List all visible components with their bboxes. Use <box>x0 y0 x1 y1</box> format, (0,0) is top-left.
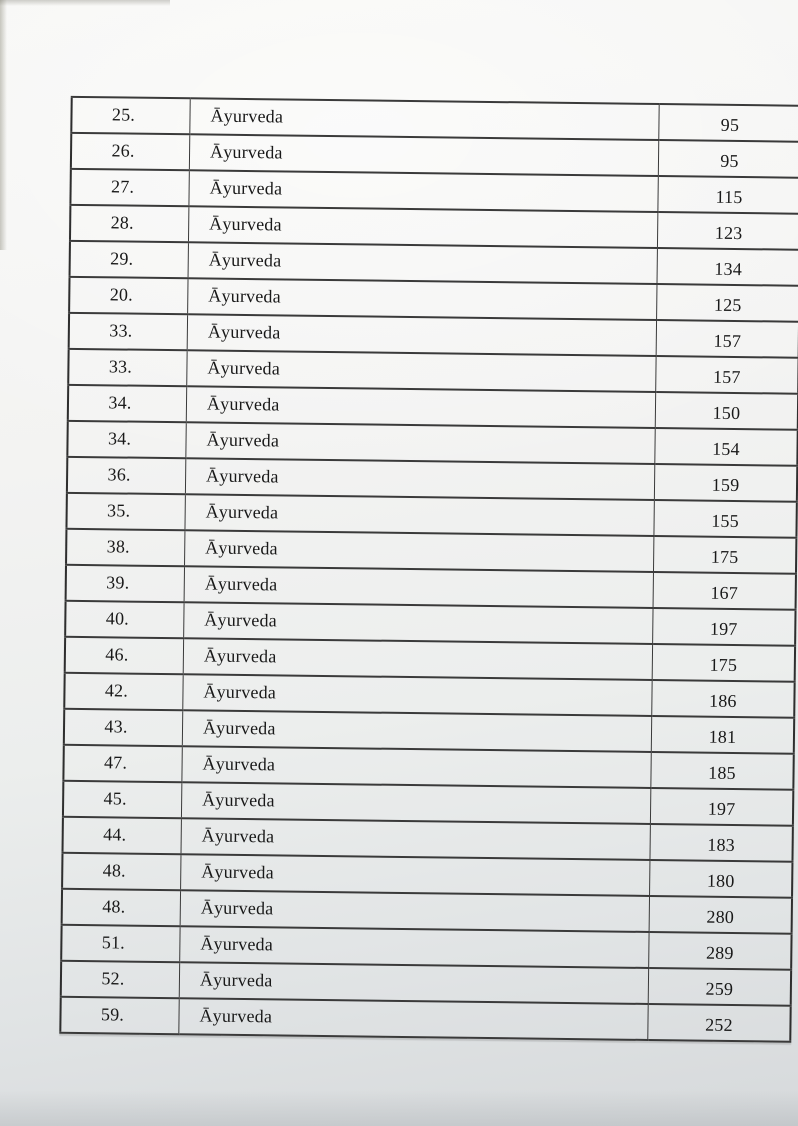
value-cell: 175 <box>652 643 796 682</box>
row-number-cell: 35. <box>66 492 186 531</box>
row-number-cell: 51. <box>61 924 181 963</box>
row-number-cell: 44. <box>62 816 182 855</box>
subject-cell: Āyurveda <box>179 926 650 968</box>
value-cell: 157 <box>656 320 798 358</box>
value-cell: 134 <box>657 248 798 286</box>
value-cell: 154 <box>654 428 798 466</box>
subject-cell: Āyurveda <box>184 530 654 572</box>
ayurveda-marks-table: 25. Āyurveda 95 26. Āyurveda 95 27. Āyurveda 115… <box>59 95 798 1043</box>
row-number-cell: 34. <box>67 420 187 459</box>
subject-cell: Āyurveda <box>189 134 659 177</box>
row-number-cell: 48. <box>61 888 181 927</box>
value-cell: 167 <box>653 571 796 610</box>
row-number-cell: 28. <box>69 204 189 243</box>
value-cell: 180 <box>649 859 793 898</box>
subject-cell: Āyurveda <box>180 890 650 932</box>
subject-cell: Āyurveda <box>185 458 655 501</box>
subject-cell: Āyurveda <box>186 350 657 393</box>
value-cell: 197 <box>652 607 796 646</box>
value-cell: 259 <box>648 967 792 1006</box>
subject-cell: Āyurveda <box>179 962 649 1004</box>
subject-cell: Āyurveda <box>189 98 660 141</box>
subject-cell: Āyurveda <box>184 494 655 537</box>
scan-left-edge-shadow <box>0 0 7 250</box>
row-number-cell: 59. <box>60 996 180 1035</box>
table-row: 59. Āyurveda 252 <box>60 996 791 1042</box>
subject-cell: Āyurveda <box>187 314 657 357</box>
row-number-cell: 29. <box>69 240 189 279</box>
subject-cell: Āyurveda <box>180 818 651 860</box>
row-number-cell: 47. <box>63 744 183 783</box>
row-number-cell: 34. <box>67 384 187 423</box>
scan-bottom-edge-shadow <box>0 1090 798 1126</box>
subject-cell: Āyurveda <box>183 638 653 680</box>
row-number-cell: 33. <box>68 312 188 351</box>
table-body: 25. Āyurveda 95 26. Āyurveda 95 27. Āyurveda 115… <box>60 96 798 1042</box>
row-number-cell: 27. <box>70 168 190 207</box>
value-cell: 289 <box>648 931 792 970</box>
row-number-cell: 45. <box>62 780 182 819</box>
subject-cell: Āyurveda <box>182 710 652 752</box>
value-cell: 150 <box>655 392 798 430</box>
subject-cell: Āyurveda <box>178 998 649 1040</box>
value-cell: 95 <box>658 104 798 142</box>
subject-cell: Āyurveda <box>187 278 658 321</box>
row-number-cell: 39. <box>65 564 185 603</box>
value-cell: 252 <box>647 1003 791 1042</box>
subject-cell: Āyurveda <box>186 386 656 429</box>
subject-cell: Āyurveda <box>188 206 658 249</box>
value-cell: 115 <box>657 176 798 214</box>
value-cell: 155 <box>653 500 797 538</box>
subject-cell: Āyurveda <box>180 854 650 896</box>
value-cell: 157 <box>655 356 798 394</box>
value-cell: 186 <box>651 679 795 718</box>
value-cell: 175 <box>653 536 797 574</box>
subject-cell: Āyurveda <box>188 242 658 285</box>
value-cell: 183 <box>649 823 793 862</box>
scan-top-edge-shadow <box>0 0 170 6</box>
data-table: 25. Āyurveda 95 26. Āyurveda 95 27. Āyurveda 115… <box>59 95 798 1043</box>
subject-cell: Āyurveda <box>185 422 656 465</box>
subject-cell: Āyurveda <box>181 746 652 788</box>
subject-cell: Āyurveda <box>184 566 654 608</box>
row-number-cell: 46. <box>64 636 184 675</box>
value-cell: 197 <box>650 787 794 826</box>
row-number-cell: 52. <box>60 960 180 999</box>
value-cell: 95 <box>658 140 798 178</box>
value-cell: 181 <box>651 715 795 754</box>
row-number-cell: 25. <box>71 96 191 135</box>
row-number-cell: 20. <box>69 276 189 315</box>
value-cell: 123 <box>657 212 798 250</box>
value-cell: 185 <box>650 751 794 790</box>
value-cell: 125 <box>656 284 798 322</box>
value-cell: 280 <box>649 895 793 934</box>
subject-cell: Āyurveda <box>188 170 659 213</box>
row-number-cell: 26. <box>70 132 190 171</box>
row-number-cell: 42. <box>64 672 184 711</box>
row-number-cell: 38. <box>66 528 185 567</box>
row-number-cell: 36. <box>66 456 186 495</box>
subject-cell: Āyurveda <box>183 602 654 644</box>
row-number-cell: 40. <box>65 600 185 639</box>
row-number-cell: 33. <box>68 348 188 387</box>
subject-cell: Āyurveda <box>182 674 653 716</box>
row-number-cell: 48. <box>62 852 181 891</box>
value-cell: 159 <box>654 464 798 502</box>
subject-cell: Āyurveda <box>181 782 651 824</box>
row-number-cell: 43. <box>63 708 183 747</box>
